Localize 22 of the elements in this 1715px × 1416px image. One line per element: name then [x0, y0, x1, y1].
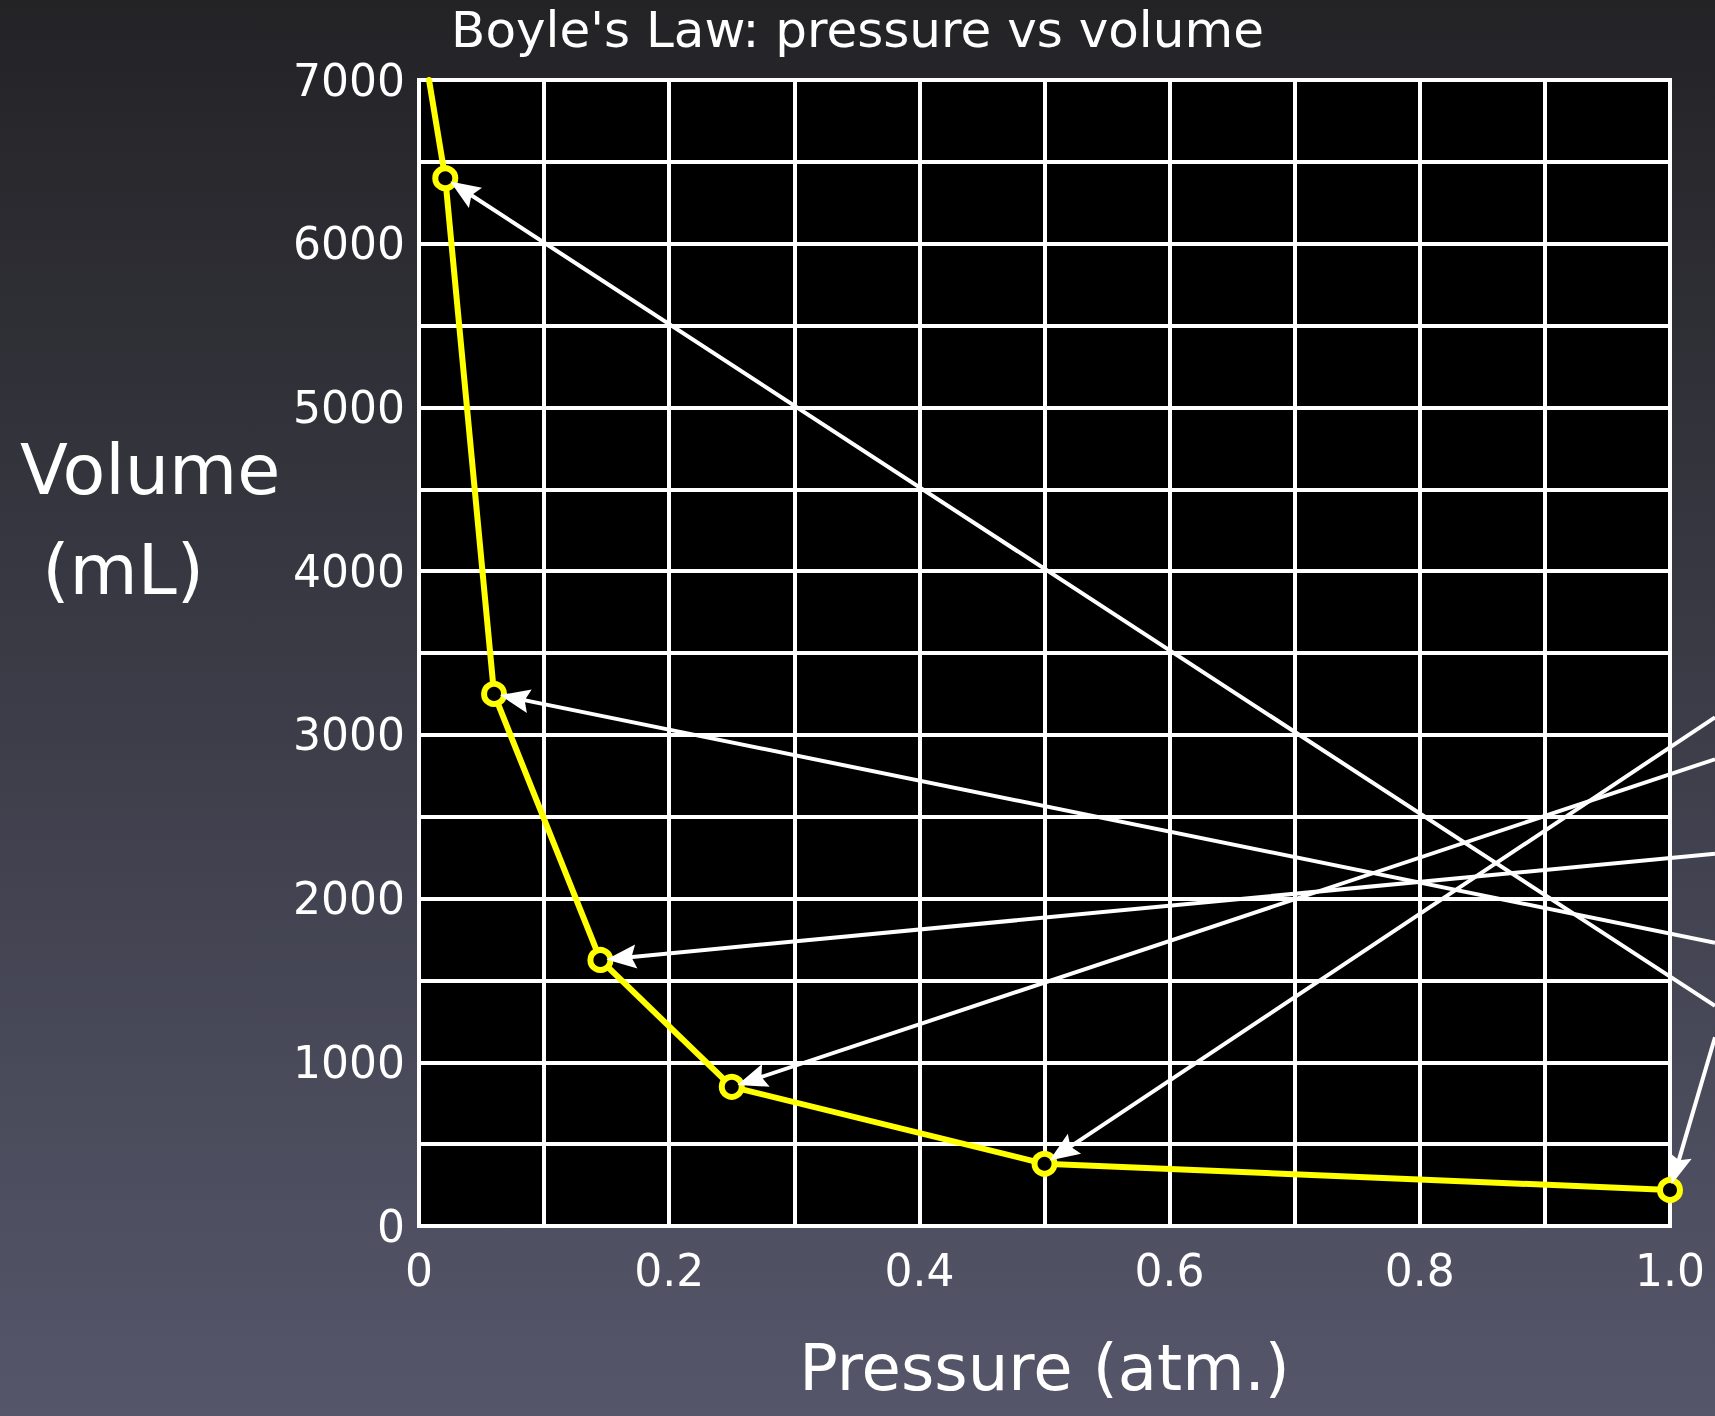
- point: [1657, 1176, 1683, 1203]
- chart-title: Boyle's Law: pressure vs volume: [451, 1, 1264, 59]
- point: [1031, 1150, 1058, 1177]
- y-tick-label: 2000: [293, 873, 405, 925]
- x-axis-title: Pressure (atm.): [799, 1331, 1290, 1405]
- y-tick-label: 4000: [293, 545, 405, 597]
- y-tick-label: 7000: [293, 54, 405, 106]
- y-tick-label: 0: [377, 1200, 405, 1252]
- point: [432, 165, 459, 192]
- y-tick-label: 5000: [293, 381, 405, 433]
- y-axis-title: Volume (mL): [20, 429, 281, 611]
- y-tick-label: 3000: [293, 709, 405, 761]
- point: [587, 946, 614, 973]
- x-tick-label: 0.8: [1384, 1244, 1455, 1296]
- point: [481, 680, 508, 707]
- y-tick-label: 6000: [293, 218, 405, 270]
- x-tick-label: 0.2: [634, 1244, 705, 1296]
- x-tick-label: 0.6: [1134, 1244, 1205, 1296]
- x-tick-label: 0.4: [884, 1244, 955, 1296]
- point: [718, 1073, 745, 1100]
- x-tick-label: 1.0: [1635, 1244, 1705, 1296]
- y-tick-label: 1000: [293, 1036, 405, 1088]
